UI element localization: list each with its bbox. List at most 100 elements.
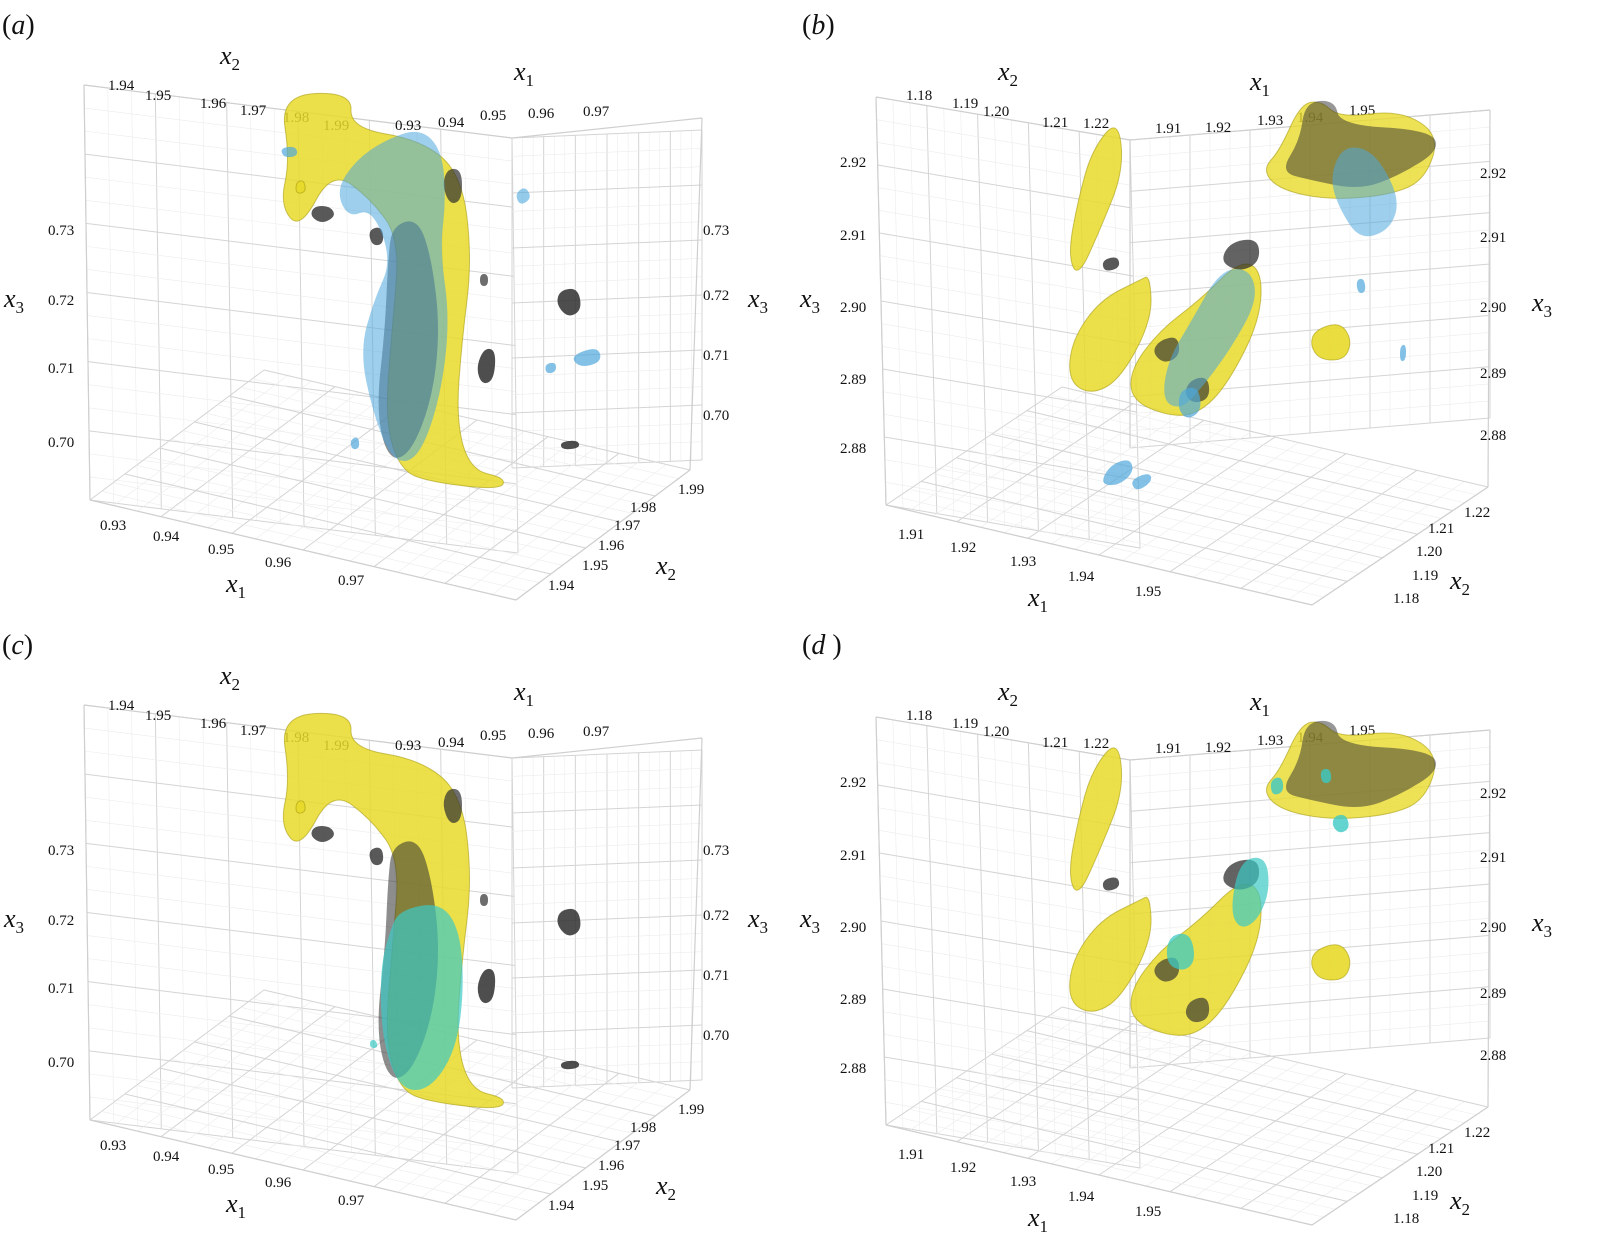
grid-line <box>1129 883 1491 915</box>
x3-right-tick: 0.72 <box>703 908 729 924</box>
x1-bottom-tick: 0.94 <box>153 529 180 545</box>
grid-line <box>373 1056 549 1188</box>
grid-line <box>882 988 1137 1033</box>
grid-line <box>326 1045 501 1176</box>
yellow-surface <box>1070 127 1123 271</box>
x2-top-tick: 1.95 <box>145 708 171 724</box>
grid-line <box>252 998 679 1099</box>
panel-label: (a) <box>2 10 35 41</box>
x1-bottom-tick: 1.92 <box>950 540 976 556</box>
grid-line <box>182 430 609 531</box>
dark-surface <box>480 274 488 286</box>
cyan-surface <box>1166 933 1194 970</box>
grid-line <box>879 232 1134 277</box>
grid-line <box>1240 469 1418 589</box>
box-edge <box>511 117 703 139</box>
grid-line <box>147 1076 575 1177</box>
x1-bottom-tick: 0.96 <box>265 1175 292 1191</box>
x3-right-tick: 0.73 <box>703 223 729 239</box>
x1-top-tick: 0.93 <box>395 738 421 754</box>
grid-face <box>885 386 1489 606</box>
grid-line <box>511 221 703 230</box>
grid-line <box>511 914 703 924</box>
x2-top-axis-label: x2 <box>997 57 1018 90</box>
grid-line <box>1003 426 1430 527</box>
grid-line <box>885 1102 1140 1146</box>
x3-right-tick: 0.71 <box>703 348 729 364</box>
grid-line <box>252 378 679 479</box>
x2-bottom-axis-label: x2 <box>1449 566 1470 599</box>
grid-line <box>137 1000 312 1132</box>
x1-bottom-tick: 0.95 <box>208 542 234 558</box>
x2-top-tick: 1.20 <box>983 104 1009 120</box>
dark-surface <box>477 968 496 1004</box>
grid-line <box>1129 229 1491 261</box>
x2-bottom-tick: 1.20 <box>1416 1164 1442 1180</box>
box-edge <box>515 1089 691 1221</box>
x2-top-tick: 1.97 <box>240 103 267 119</box>
grid-line <box>1038 1022 1465 1124</box>
x2-bottom-tick: 1.21 <box>1428 521 1454 537</box>
grid-line <box>511 258 703 267</box>
panel-a: (a) 1.94 1.95 1.96 1.97 1.98 1.99 0.93 0.94 0.95 0… <box>2 10 768 602</box>
x3-right-tick: 0.71 <box>703 968 729 984</box>
dark-surface <box>1286 100 1436 187</box>
grid-line <box>1129 1020 1491 1052</box>
x3-right-tick: 2.89 <box>1480 366 1506 382</box>
x2-top-tick: 1.19 <box>952 716 978 732</box>
grid-line <box>231 402 407 534</box>
grid-line <box>208 1017 383 1149</box>
grid-line <box>909 1012 1086 1131</box>
grid-line <box>511 184 703 194</box>
panel-label: (b) <box>802 10 835 41</box>
x2-top-tick: 1.21 <box>1042 115 1068 131</box>
blue-surface <box>1400 344 1406 362</box>
panel-label: (d ) <box>802 630 842 661</box>
x3-left-tick: 2.88 <box>840 441 866 457</box>
grid-line <box>1061 386 1489 488</box>
grid-line <box>511 276 703 285</box>
dark-surface <box>480 894 488 906</box>
x3-right-tick: 2.91 <box>1480 850 1506 866</box>
grid-line <box>1146 447 1323 567</box>
grid-line <box>1027 1039 1205 1159</box>
grid-line <box>511 166 703 175</box>
grid-line <box>1288 481 1465 600</box>
grid-line <box>1061 1006 1489 1108</box>
grid-line <box>1014 1038 1442 1139</box>
grid-line <box>991 433 1418 535</box>
box-edge <box>885 504 1313 606</box>
x2-top-tick: 1.22 <box>1083 116 1109 132</box>
x3-left-tick: 0.71 <box>48 981 74 997</box>
x1-top-tick: 0.95 <box>480 728 506 744</box>
x2-bottom-axis-label: x2 <box>655 1171 676 1204</box>
grid-line <box>124 473 551 575</box>
grid-line <box>511 1079 703 1089</box>
grid-line <box>883 1011 1138 1055</box>
box-edge <box>875 716 1131 761</box>
grid-line <box>350 1050 525 1182</box>
box-edge <box>875 716 887 1126</box>
grid-line <box>1129 832 1491 864</box>
grid-line <box>1169 453 1347 573</box>
dark-surface <box>557 288 581 316</box>
dark-surface <box>560 440 580 450</box>
grid-line <box>1051 1045 1228 1165</box>
grid-line <box>113 482 540 583</box>
grid-line <box>511 441 703 450</box>
grid-line <box>1129 815 1491 846</box>
grid-line <box>897 1116 1324 1218</box>
blue-surface <box>516 188 530 204</box>
grid-line <box>89 1096 518 1151</box>
box-edge <box>515 469 691 601</box>
grid-line <box>89 1119 519 1174</box>
box-edge <box>875 96 1131 141</box>
x2-top-tick: 1.94 <box>108 78 135 94</box>
dark-surface <box>369 227 384 246</box>
grid-line <box>89 989 265 1121</box>
grid-line <box>511 969 703 979</box>
grid-line <box>511 804 703 814</box>
x1-bottom-axis-label: x1 <box>1027 583 1048 616</box>
grid-line <box>909 392 1086 511</box>
grid-line <box>909 488 1336 590</box>
